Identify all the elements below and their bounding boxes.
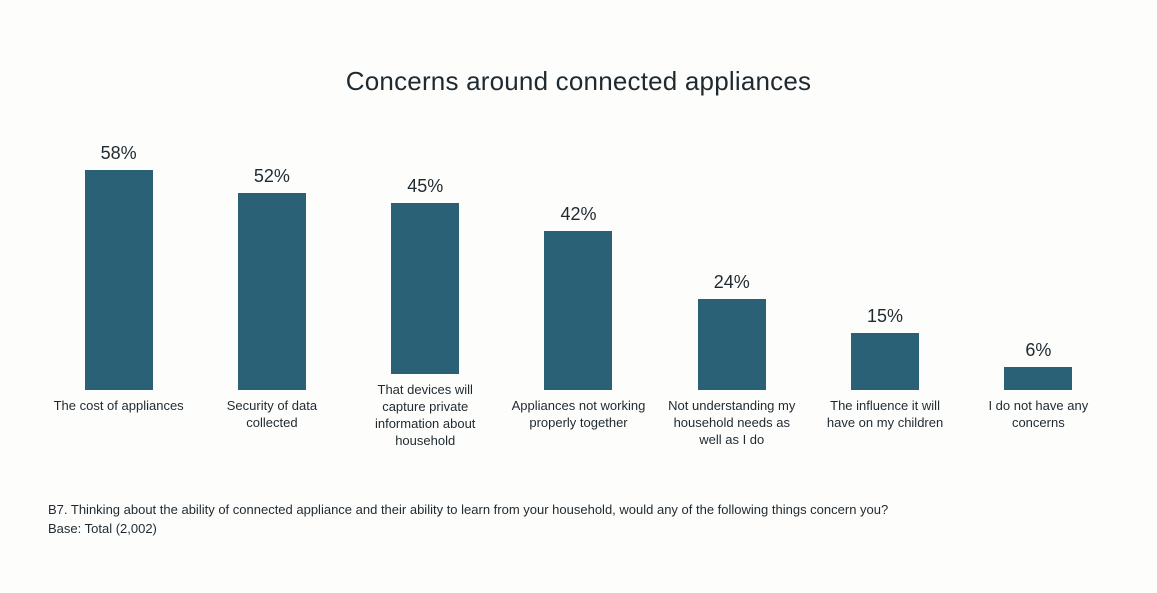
bar-label: Not understanding my household needs as … (661, 398, 802, 450)
bar (698, 299, 766, 390)
bar-value: 42% (560, 204, 596, 225)
bar (851, 333, 919, 390)
chart-footer: B7. Thinking about the ability of connec… (48, 501, 888, 539)
bar-column: 15% The influence it will have on my chi… (814, 306, 955, 450)
bar (1004, 367, 1072, 390)
bar-column: 6% I do not have any concerns (968, 340, 1109, 450)
bar-value: 52% (254, 166, 290, 187)
bar-column: 52% Security of data collected (201, 166, 342, 450)
bar-label: Appliances not working properly together (508, 398, 649, 450)
bar-label: I do not have any concerns (968, 398, 1109, 450)
bar-value: 24% (714, 272, 750, 293)
bar-column: 24% Not understanding my household needs… (661, 272, 802, 450)
bar-chart: 58% The cost of appliances 52% Security … (48, 150, 1109, 450)
bar (391, 203, 459, 374)
bar (544, 231, 612, 390)
bar-label: The influence it will have on my childre… (814, 398, 955, 450)
chart-title: Concerns around connected appliances (0, 0, 1157, 97)
bar-column: 42% Appliances not working properly toge… (508, 204, 649, 450)
footer-base: Base: Total (2,002) (48, 520, 888, 539)
bar-label: Security of data collected (201, 398, 342, 450)
bar-value: 58% (101, 143, 137, 164)
bar (85, 170, 153, 390)
bar-label: That devices will capture private inform… (355, 382, 496, 450)
bar-value: 6% (1025, 340, 1051, 361)
bar-column: 45% That devices will capture private in… (355, 176, 496, 450)
footer-question: B7. Thinking about the ability of connec… (48, 501, 888, 520)
bar (238, 193, 306, 390)
bar-value: 45% (407, 176, 443, 197)
bar-column: 58% The cost of appliances (48, 143, 189, 450)
bar-value: 15% (867, 306, 903, 327)
bar-label: The cost of appliances (54, 398, 184, 450)
